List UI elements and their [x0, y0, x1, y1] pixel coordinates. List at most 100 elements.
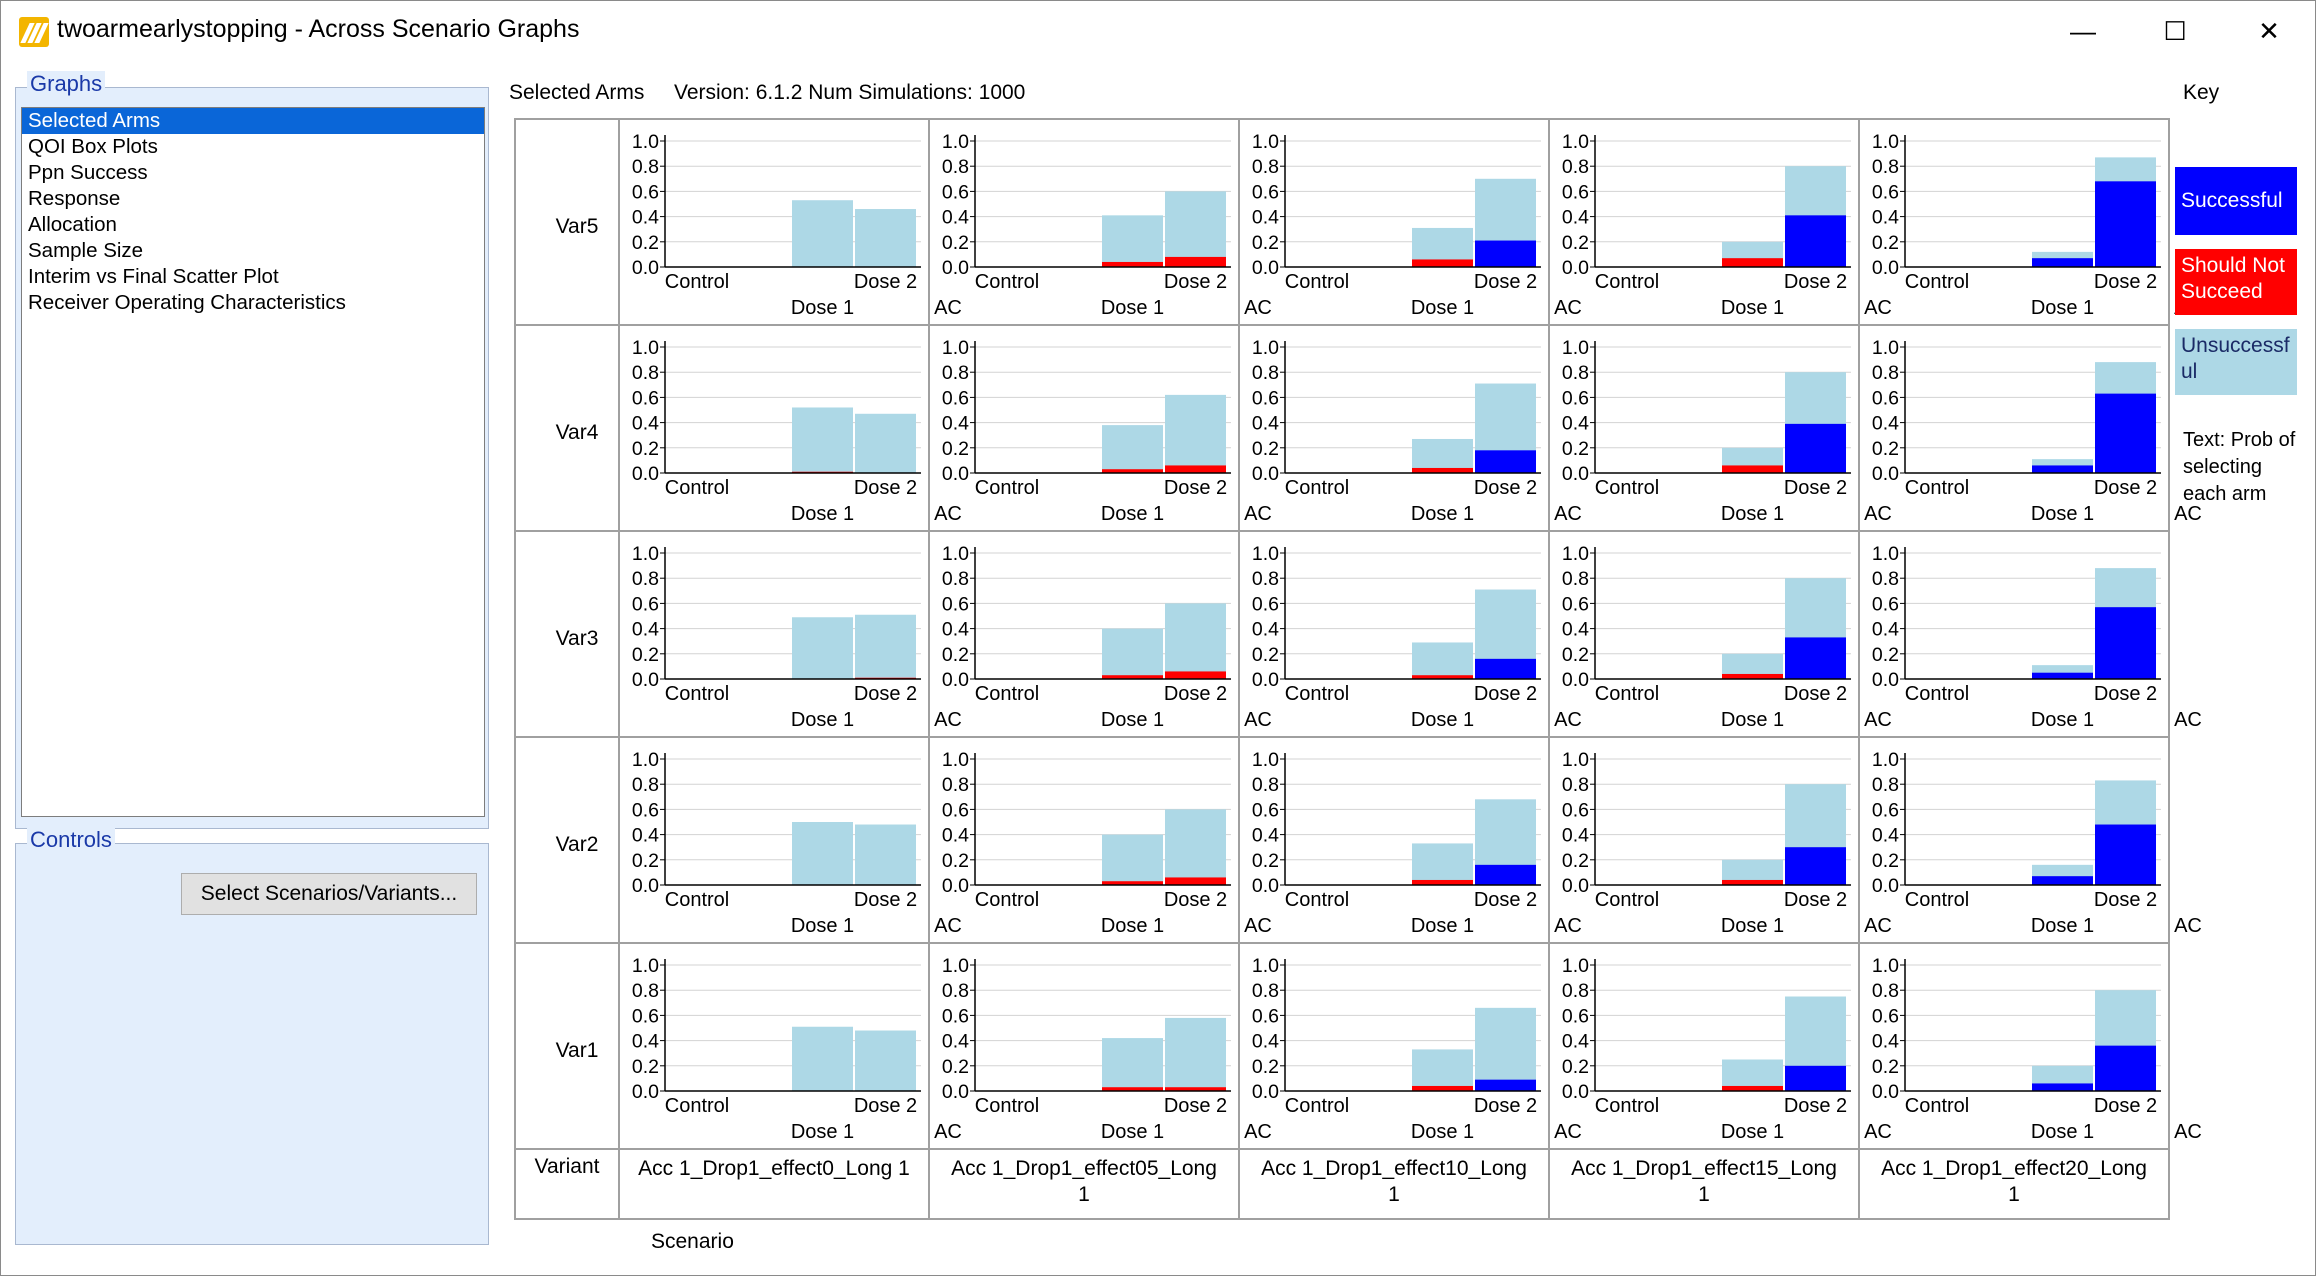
y-tick-label: 1.0: [942, 543, 969, 565]
graph-list-item[interactable]: Selected Arms: [22, 108, 484, 134]
x-tick-label: Dose 2: [1164, 271, 1227, 293]
legend-successful: Successful: [2175, 167, 2297, 235]
y-tick-label: 0.4: [632, 413, 659, 435]
x-tick-label: Dose 2: [1164, 889, 1227, 911]
x-tick-label: Control: [665, 683, 729, 705]
dose2-successful-bar: [1785, 847, 1846, 885]
x-tick-label: AC: [1244, 503, 1272, 525]
y-tick-label: 0.8: [1252, 568, 1279, 590]
dose2-successful-bar: [1785, 215, 1846, 267]
x-tick-label: Dose 2: [2094, 889, 2157, 911]
x-tick-label: Dose 1: [791, 503, 854, 525]
x-tick-label: Dose 2: [1474, 683, 1537, 705]
y-tick-label: 0.4: [1252, 825, 1279, 847]
y-tick-label: 0.4: [1252, 207, 1279, 229]
dose1-unsuccessful-bar: [792, 407, 853, 473]
dose2-unsuccessful-bar: [1165, 809, 1226, 885]
dose2-successful-bar: [2095, 181, 2156, 267]
scenario-label-cont: 1: [2008, 1183, 2020, 1206]
variant-row-label: Var2: [556, 833, 599, 856]
y-tick-label: 0.0: [1872, 875, 1899, 897]
dose2-unsuccessful-bar: [855, 413, 916, 473]
dose1-should-not-succeed-bar: [1412, 1085, 1473, 1091]
x-tick-label: AC: [1554, 709, 1582, 731]
y-tick-label: 0.8: [1872, 568, 1899, 590]
y-tick-label: 0.0: [1562, 1081, 1589, 1103]
x-tick-label: Dose 2: [1784, 683, 1847, 705]
graph-list-item[interactable]: Receiver Operating Characteristics: [28, 291, 346, 314]
x-tick-label: Control: [1595, 271, 1659, 293]
y-tick-label: 0.6: [942, 1005, 969, 1027]
y-tick-label: 0.8: [632, 362, 659, 384]
dose1-unsuccessful-bar: [1412, 1049, 1473, 1091]
x-tick-label: Control: [1905, 477, 1969, 499]
dose2-successful-bar: [1475, 1079, 1536, 1091]
y-tick-label: 1.0: [942, 131, 969, 153]
variant-row-label: Var5: [556, 215, 599, 238]
x-tick-label: AC: [934, 915, 962, 937]
graph-list-item[interactable]: Ppn Success: [28, 161, 148, 184]
graph-list-item[interactable]: Response: [28, 187, 121, 210]
y-tick-label: 0.2: [632, 644, 659, 666]
y-tick-label: 0.8: [632, 568, 659, 590]
graph-list-item[interactable]: QOI Box Plots: [28, 135, 158, 158]
legend-unsuccessful: Unsuccessful: [2175, 329, 2297, 395]
dose2-successful-bar: [2095, 824, 2156, 885]
graph-list-item[interactable]: Interim vs Final Scatter Plot: [28, 265, 279, 288]
y-tick-label: 0.4: [1252, 413, 1279, 435]
y-tick-label: 0.0: [942, 463, 969, 485]
y-tick-label: 0.4: [632, 619, 659, 641]
dose2-unsuccessful-bar: [855, 824, 916, 885]
close-button[interactable]: ✕: [2258, 16, 2280, 46]
y-tick-label: 0.4: [632, 207, 659, 229]
dose2-unsuccessful-bar: [1165, 603, 1226, 679]
minimize-button[interactable]: —: [2070, 16, 2096, 46]
dose2-unsuccessful-bar: [1165, 394, 1226, 473]
y-tick-label: 0.2: [1252, 644, 1279, 666]
y-tick-label: 0.4: [1872, 413, 1899, 435]
x-tick-label: Dose 1: [2031, 503, 2094, 525]
y-tick-label: 0.8: [632, 980, 659, 1002]
y-tick-label: 0.8: [1562, 568, 1589, 590]
select-scenarios-button[interactable]: Select Scenarios/Variants...: [181, 873, 477, 915]
x-tick-label: Dose 1: [1101, 297, 1164, 319]
y-tick-label: 0.4: [1872, 619, 1899, 641]
dose2-unsuccessful-bar: [1165, 1017, 1226, 1091]
y-tick-label: 1.0: [1562, 543, 1589, 565]
y-tick-label: 0.8: [1252, 980, 1279, 1002]
y-tick-label: 0.4: [1562, 619, 1589, 641]
maximize-button[interactable]: ☐: [2163, 16, 2187, 46]
dose2-should-not-succeed-bar: [1165, 877, 1226, 885]
dose2-successful-bar: [1785, 1065, 1846, 1091]
x-tick-label: Dose 2: [1164, 683, 1227, 705]
y-tick-label: 0.4: [942, 825, 969, 847]
scenario-label-cont: 1: [1698, 1183, 1710, 1206]
x-tick-label: Dose 2: [1784, 889, 1847, 911]
y-tick-label: 0.6: [1252, 1005, 1279, 1027]
x-tick-label: Dose 2: [854, 683, 917, 705]
x-tick-label: Control: [975, 477, 1039, 499]
graph-list-item[interactable]: Sample Size: [28, 239, 144, 262]
y-tick-label: 0.0: [942, 875, 969, 897]
grid-frame: [514, 118, 2170, 1220]
y-tick-label: 0.2: [632, 1056, 659, 1078]
graph-list-item[interactable]: Allocation: [28, 213, 117, 236]
dose1-should-not-succeed-bar: [1412, 675, 1473, 679]
graphs-listbox[interactable]: Selected Arms QOI Box Plots Ppn Success Res…: [21, 107, 485, 817]
y-tick-label: 0.6: [942, 181, 969, 203]
x-tick-label: AC: [1864, 297, 1892, 319]
y-tick-label: 0.2: [942, 644, 969, 666]
x-tick-label: AC: [1864, 1121, 1892, 1143]
y-tick-label: 0.2: [1872, 644, 1899, 666]
x-tick-label: Dose 2: [1474, 1095, 1537, 1117]
y-tick-label: 0.6: [1252, 387, 1279, 409]
y-tick-label: 1.0: [1252, 337, 1279, 359]
y-tick-label: 0.0: [1252, 1081, 1279, 1103]
variant-axis-label: Variant: [535, 1155, 600, 1178]
variant-row-label: Var3: [556, 627, 599, 650]
y-tick-label: 0.2: [1252, 438, 1279, 460]
y-tick-label: 1.0: [1872, 543, 1899, 565]
y-tick-label: 0.4: [942, 619, 969, 641]
y-tick-label: 0.0: [1562, 257, 1589, 279]
y-tick-label: 0.0: [942, 669, 969, 691]
